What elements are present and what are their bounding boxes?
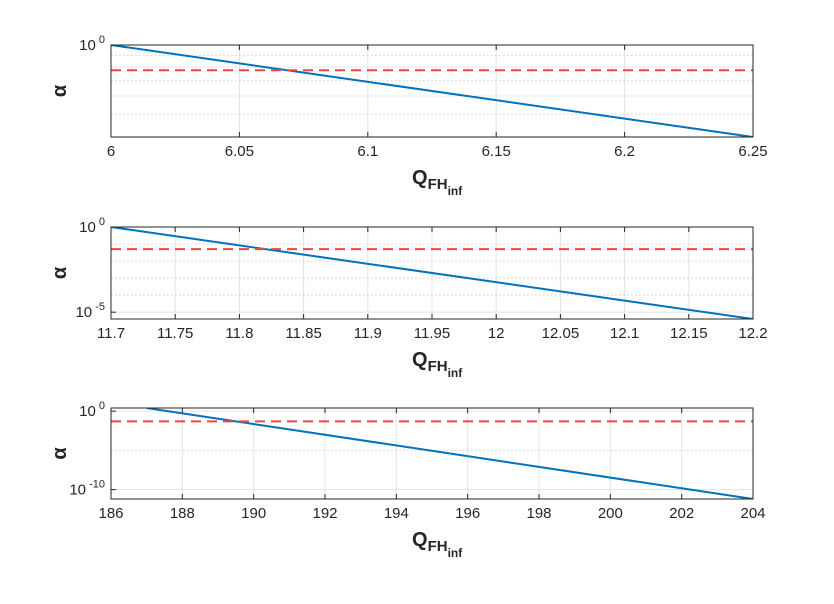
x-tick-label: 6.2 bbox=[614, 143, 635, 160]
x-tick-label: 12 bbox=[488, 325, 505, 342]
x-tick-label: 12.2 bbox=[738, 325, 767, 342]
x-tick-label: 6.25 bbox=[738, 143, 767, 160]
x-axis-label: QFHinf bbox=[412, 167, 463, 198]
subplot-2: 11.7 11.75 11.8 11.85 11.9 11.95 12 12.05 12.1 12… bbox=[49, 216, 768, 380]
alpha-series-line bbox=[146, 408, 753, 499]
x-tick-label: 12.05 bbox=[542, 325, 580, 342]
x-tick-label: 188 bbox=[170, 505, 195, 522]
y-axis-label: α bbox=[49, 84, 71, 97]
x-tick-label: 200 bbox=[598, 505, 623, 522]
y-tick-label: 10 0 bbox=[79, 400, 105, 420]
axes-box bbox=[110, 44, 754, 138]
y-axis-label: α bbox=[49, 447, 71, 460]
subplot-3: 186 188 190 192 194 196 198 200 202 204 10 0 10 -10… bbox=[49, 400, 766, 560]
x-tick-label: 190 bbox=[241, 505, 266, 522]
x-tick-label: 6.05 bbox=[225, 143, 254, 160]
x-tick-label: 198 bbox=[526, 505, 551, 522]
x-axis-label: QFHinf bbox=[412, 349, 463, 380]
y-tick-label: 10 -10 bbox=[69, 479, 105, 499]
x-tick-label: 6.15 bbox=[482, 143, 511, 160]
x-tick-label: 194 bbox=[384, 505, 409, 522]
x-tick-label: 6 bbox=[107, 143, 115, 160]
x-tick-label: 204 bbox=[740, 505, 765, 522]
y-tick-label: 10 0 bbox=[79, 216, 105, 236]
x-tick-label: 11.85 bbox=[285, 325, 321, 342]
y-axis-label: α bbox=[49, 266, 71, 279]
y-tick-label: 10 -5 bbox=[75, 301, 105, 321]
x-tick-label: 6.1 bbox=[357, 143, 378, 160]
axes-box bbox=[110, 407, 754, 500]
subplot-1: 6 6.05 6.1 6.15 6.2 6.25 10 0 α QFHinf bbox=[49, 34, 768, 198]
y-tick-label: 10 0 bbox=[79, 34, 105, 54]
x-tick-label: 12.1 bbox=[610, 325, 639, 342]
alpha-series-line bbox=[111, 45, 753, 137]
x-tick-label: 11.95 bbox=[414, 325, 450, 342]
x-tick-label: 202 bbox=[669, 505, 694, 522]
x-tick-label: 192 bbox=[312, 505, 337, 522]
x-tick-label: 11.8 bbox=[225, 325, 253, 342]
alpha-series-line bbox=[111, 227, 753, 319]
x-tick-label: 11.9 bbox=[354, 325, 382, 342]
x-tick-label: 11.7 bbox=[97, 325, 125, 342]
x-tick-label: 196 bbox=[455, 505, 480, 522]
x-tick-label: 12.15 bbox=[670, 325, 708, 342]
x-tick-label: 11.75 bbox=[157, 325, 193, 342]
x-axis-label: QFHinf bbox=[412, 529, 463, 560]
x-tick-label: 186 bbox=[98, 505, 123, 522]
